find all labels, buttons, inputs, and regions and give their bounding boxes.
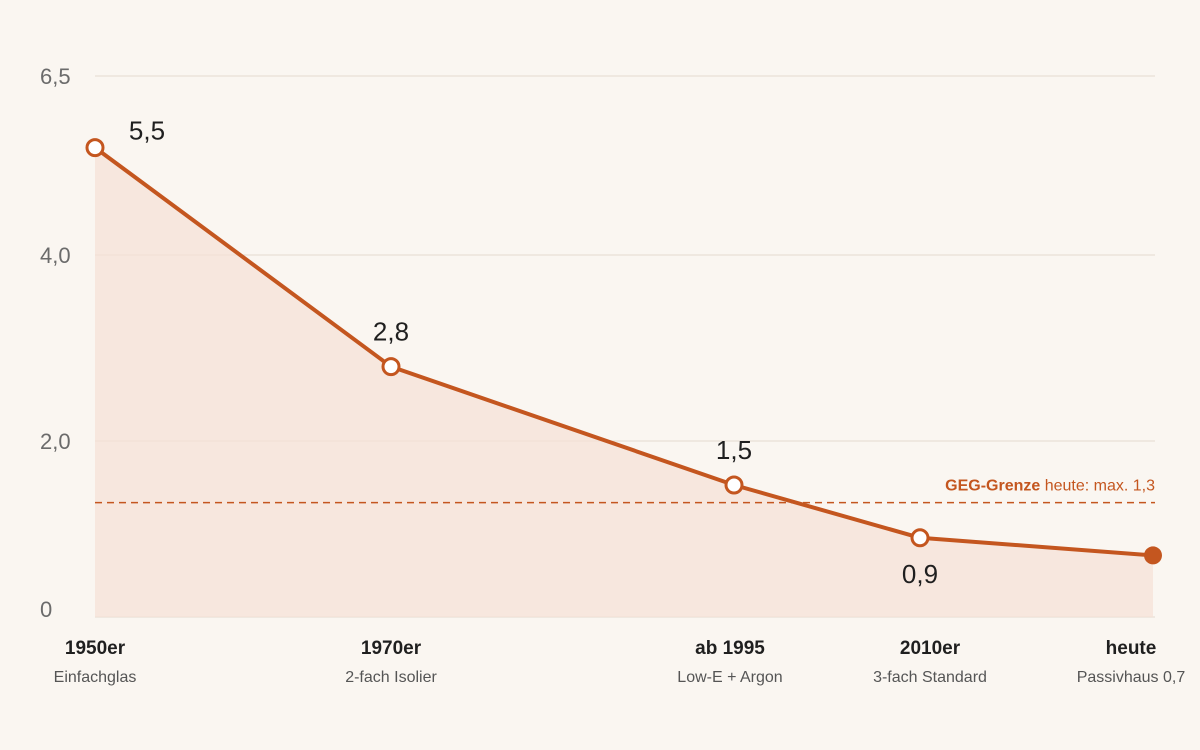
x-category-label: heute [1106,638,1157,659]
x-category-subtitle: Passivhaus 0,7 [1077,669,1186,686]
y-tick-label: 2,0 [40,429,71,454]
x-category-label: ab 1995 [695,638,765,659]
data-point [910,528,930,548]
geg-limit-label-rest: heute: max. 1,3 [1040,478,1155,495]
x-axis-categories: 1950er Einfachglas 1970er 2-fach Isolier ab … [54,638,1186,686]
data-point [381,357,401,377]
geg-limit-label: GEG-Grenze heute: max. 1,3 [945,478,1155,495]
geg-limit-label-bold: GEG-Grenze [945,478,1040,495]
x-category-label: 1970er [361,638,422,659]
x-category-subtitle: 2-fach Isolier [345,669,437,686]
data-point [1144,546,1162,565]
data-label: 5,5 [129,116,165,146]
x-category-label: 1950er [65,638,126,659]
area-fill [95,147,1153,617]
x-category-label: 2010er [900,638,961,659]
y-tick-label: 0 [40,597,52,622]
y-axis-ticks: 6,5 4,0 2,0 0 [40,64,71,622]
data-label: 2,8 [373,317,409,347]
data-point [724,475,744,495]
data-label: 0,9 [902,559,938,589]
y-tick-label: 4,0 [40,243,71,268]
data-points: 5,5 2,8 1,5 0,9 [85,116,1162,589]
x-category-subtitle: Einfachglas [54,669,137,686]
y-tick-label: 6,5 [40,64,71,89]
x-category-subtitle: 3-fach Standard [873,669,987,686]
data-point [85,138,105,158]
data-label: 1,5 [716,435,752,465]
x-category-subtitle: Low-E + Argon [677,669,782,686]
